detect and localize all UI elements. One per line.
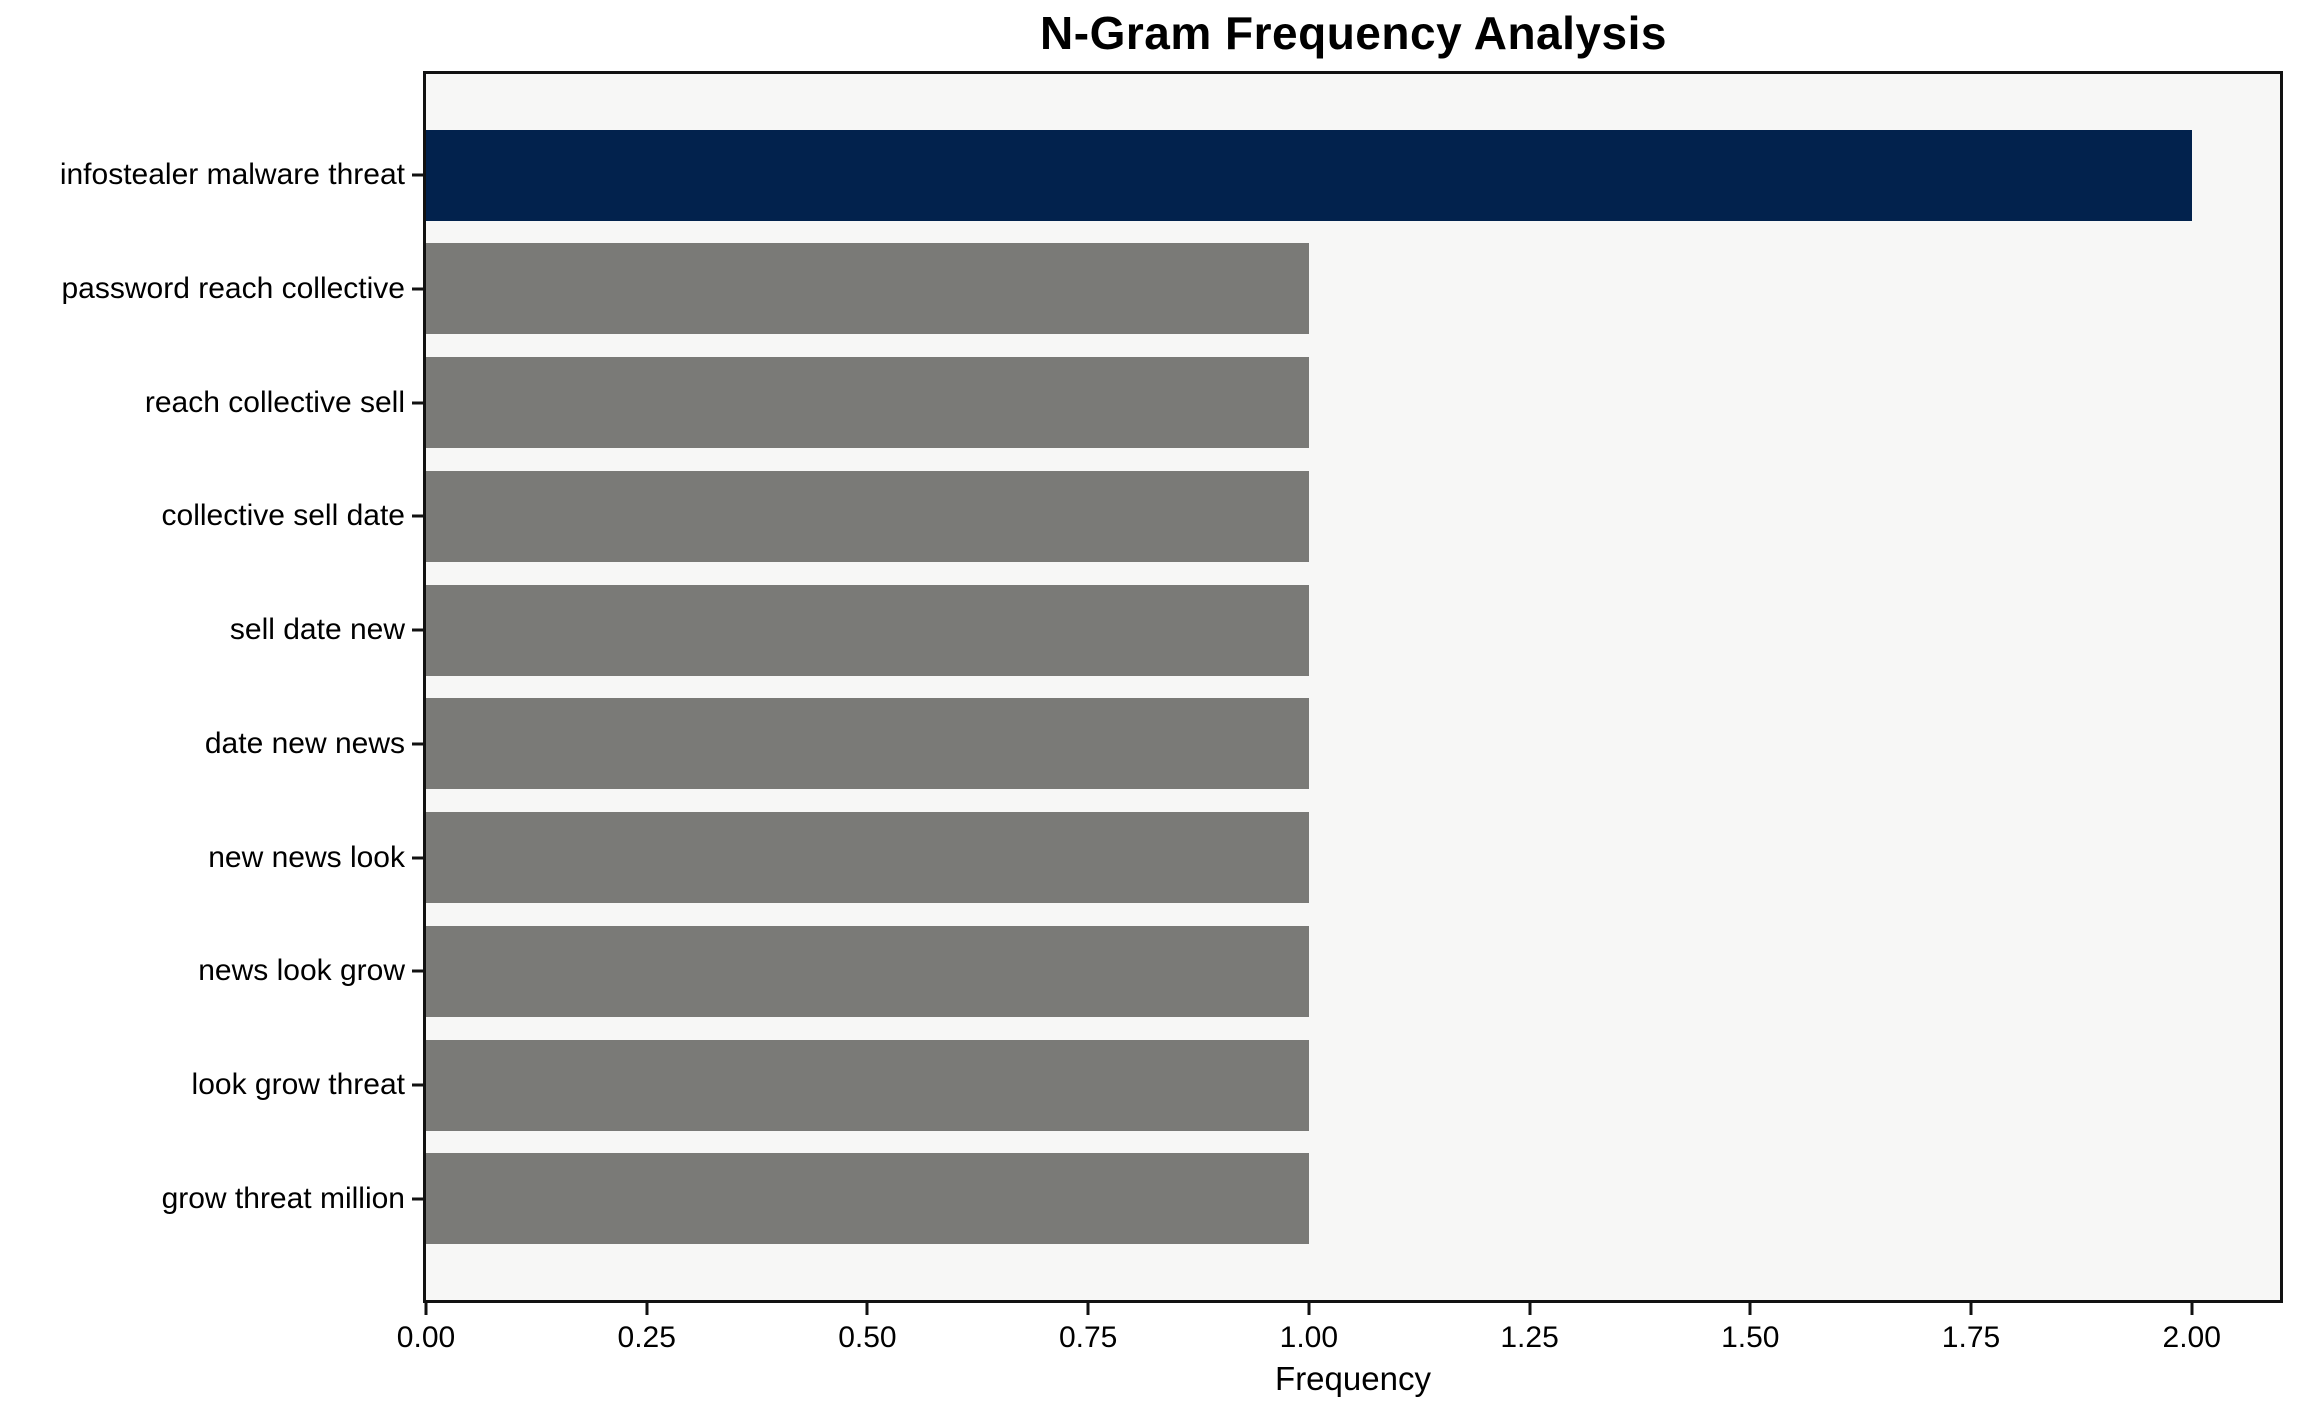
bar-sell-date-new [426,584,1309,676]
x-tick-label: 1.25 [1500,1321,1559,1354]
plot-area [423,71,2283,1303]
y-tick-label: news look grow [198,954,405,988]
bar-infostealer-malware-threat [426,129,2192,221]
bar-look-grow-threat [426,1039,1309,1131]
y-tick-mark [412,969,423,973]
x-tick-mark [865,1303,869,1315]
x-tick-mark [1528,1303,1532,1315]
x-axis-title: Frequency [1275,1360,1431,1397]
y-tick-mark [412,287,423,291]
y-tick-mark [412,514,423,518]
y-tick-mark [412,1197,423,1201]
x-tick-label: 0.75 [1058,1321,1118,1354]
x-tick-mark [1748,1303,1752,1315]
y-tick-mark [412,856,423,860]
y-tick-mark [412,742,423,746]
x-tick-mark [1086,1303,1090,1315]
x-tick-label: 1.50 [1721,1321,1780,1354]
x-tick-label: 0.50 [838,1321,897,1354]
y-tick-label: look grow threat [191,1068,405,1102]
y-tick-label: infostealer malware threat [59,158,405,192]
y-tick-mark [412,1083,423,1087]
y-tick-label: date new news [204,726,405,760]
x-tick-mark [645,1303,649,1315]
y-tick-mark [412,173,423,177]
bar-new-news-look [426,812,1309,904]
bar-grow-threat-million [426,1153,1309,1245]
y-tick-label: collective sell date [161,499,405,533]
y-tick-label: grow threat million [161,1181,405,1215]
x-tick-label: 1.75 [1941,1321,2001,1354]
x-tick-mark [424,1303,428,1315]
y-tick-label: reach collective sell [144,385,405,419]
x-tick-label: 2.00 [2162,1321,2221,1354]
y-tick-label: sell date new [229,613,405,647]
y-tick-mark [412,628,423,632]
bar-news-look-grow [426,925,1309,1017]
x-tick-label: 0.00 [396,1321,456,1354]
x-tick-mark [1969,1303,1973,1315]
y-tick-label: new news look [208,840,405,874]
bar-reach-collective-sell [426,357,1309,449]
bar-password-reach-collective [426,243,1309,335]
bar-date-new-news [426,698,1309,790]
x-tick-label: 0.25 [617,1321,676,1354]
y-tick-mark [412,401,423,405]
chart-title: N-Gram Frequency Analysis [1040,7,1667,59]
x-tick-mark [1307,1303,1311,1315]
x-tick-mark [2190,1303,2194,1315]
y-tick-label: password reach collective [61,271,406,305]
bar-collective-sell-date [426,470,1309,562]
x-tick-label: 1.00 [1279,1321,1339,1354]
